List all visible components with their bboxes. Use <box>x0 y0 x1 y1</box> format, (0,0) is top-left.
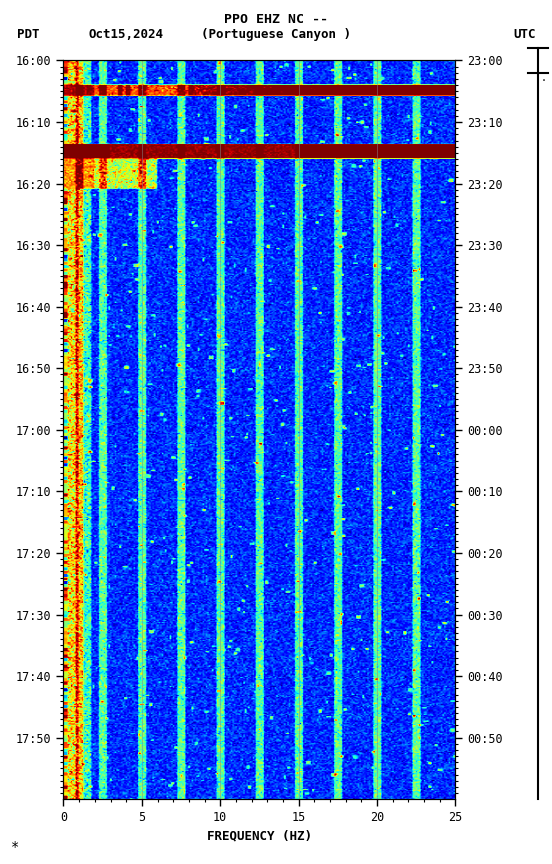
Text: .: . <box>541 73 547 83</box>
Text: PDT: PDT <box>17 28 39 41</box>
Text: Oct15,2024: Oct15,2024 <box>88 28 163 41</box>
Text: *: * <box>11 840 19 854</box>
Text: UTC: UTC <box>513 28 535 41</box>
Text: PPO EHZ NC --: PPO EHZ NC -- <box>224 13 328 26</box>
Text: (Portuguese Canyon ): (Portuguese Canyon ) <box>201 28 351 41</box>
X-axis label: FREQUENCY (HZ): FREQUENCY (HZ) <box>207 829 312 842</box>
